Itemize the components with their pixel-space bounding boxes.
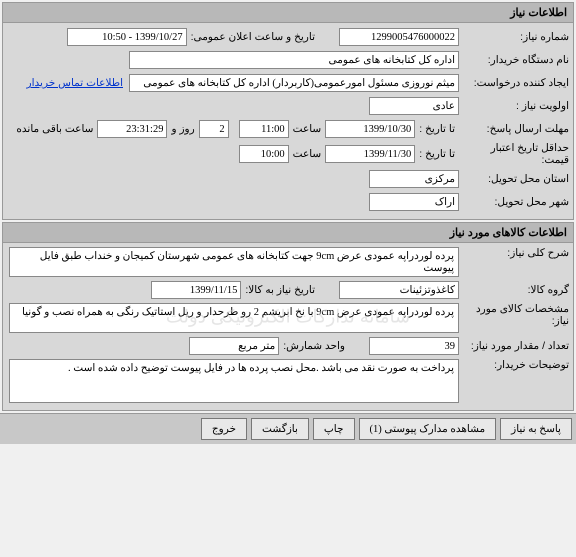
desc-label: شرح کلی نیاز: bbox=[459, 247, 569, 259]
deadline-date-field[interactable] bbox=[325, 120, 415, 138]
days-remaining-field[interactable] bbox=[199, 120, 229, 138]
org-label: نام دستگاه خریدار: bbox=[459, 54, 569, 66]
validity-time-label: ساعت bbox=[289, 148, 326, 160]
deadline-time-field[interactable] bbox=[239, 120, 289, 138]
province-field[interactable] bbox=[369, 170, 459, 188]
deadline-time-label: ساعت bbox=[289, 123, 326, 135]
creator-label: ایجاد کننده درخواست: bbox=[459, 77, 569, 89]
deadline-to-label: تا تاریخ : bbox=[415, 123, 459, 135]
remaining-label: ساعت باقی مانده bbox=[12, 123, 97, 135]
notes-label: توضیحات خریدار: bbox=[459, 359, 569, 371]
spec-field[interactable] bbox=[9, 303, 459, 333]
unit-label: واحد شمارش: bbox=[279, 340, 349, 352]
delivery-field[interactable] bbox=[151, 281, 241, 299]
org-field[interactable] bbox=[129, 51, 459, 69]
desc-field[interactable] bbox=[9, 247, 459, 277]
button-bar: پاسخ به نیاز مشاهده مدارک پیوستی (1) چاپ… bbox=[0, 413, 576, 444]
validity-label: حداقل تاریخ اعتبار قیمت: bbox=[459, 142, 569, 166]
announce-field[interactable] bbox=[67, 28, 187, 46]
validity-to-label: تا تاریخ : bbox=[415, 148, 459, 160]
group-label: گروه کالا: bbox=[459, 284, 569, 296]
exit-button[interactable]: خروج bbox=[201, 418, 247, 440]
validity-time-field[interactable] bbox=[239, 145, 289, 163]
time-remaining-field[interactable] bbox=[97, 120, 167, 138]
group-field[interactable] bbox=[339, 281, 459, 299]
deadline-label: مهلت ارسال پاسخ: bbox=[459, 123, 569, 135]
need-number-label: شماره نیاز: bbox=[459, 31, 569, 43]
unit-field[interactable] bbox=[189, 337, 279, 355]
days-label: روز و bbox=[167, 123, 198, 135]
announce-label: تاریخ و ساعت اعلان عمومی: bbox=[187, 31, 319, 43]
qty-field[interactable] bbox=[369, 337, 459, 355]
city-label: شهر محل تحویل: bbox=[459, 196, 569, 208]
need-number-field[interactable] bbox=[339, 28, 459, 46]
notes-field[interactable] bbox=[9, 359, 459, 403]
back-button[interactable]: بازگشت bbox=[251, 418, 309, 440]
need-info-panel: اطلاعات نیاز شماره نیاز: تاریخ و ساعت اع… bbox=[2, 2, 574, 220]
priority-label: اولویت نیاز : bbox=[459, 100, 569, 112]
goods-info-body: شرح کلی نیاز: گروه کالا: تاریخ نیاز به ک… bbox=[3, 243, 573, 410]
spec-label: مشخصات کالای مورد نیاز: bbox=[459, 303, 569, 327]
print-button[interactable]: چاپ bbox=[313, 418, 355, 440]
goods-info-header: اطلاعات کالاهای مورد نیاز bbox=[3, 223, 573, 243]
province-label: استان محل تحویل: bbox=[459, 173, 569, 185]
city-field[interactable] bbox=[369, 193, 459, 211]
goods-info-panel: اطلاعات کالاهای مورد نیاز شرح کلی نیاز: … bbox=[2, 222, 574, 411]
creator-field[interactable] bbox=[129, 74, 459, 92]
contact-link[interactable]: اطلاعات تماس خریدار bbox=[27, 77, 123, 89]
need-info-header: اطلاعات نیاز bbox=[3, 3, 573, 23]
need-info-body: شماره نیاز: تاریخ و ساعت اعلان عمومی: نا… bbox=[3, 23, 573, 219]
qty-label: تعداد / مقدار مورد نیاز: bbox=[459, 340, 569, 352]
respond-button[interactable]: پاسخ به نیاز bbox=[500, 418, 572, 440]
delivery-label: تاریخ نیاز به کالا: bbox=[241, 284, 319, 296]
attachments-button[interactable]: مشاهده مدارک پیوستی (1) bbox=[359, 418, 497, 440]
validity-date-field[interactable] bbox=[325, 145, 415, 163]
priority-field[interactable] bbox=[369, 97, 459, 115]
